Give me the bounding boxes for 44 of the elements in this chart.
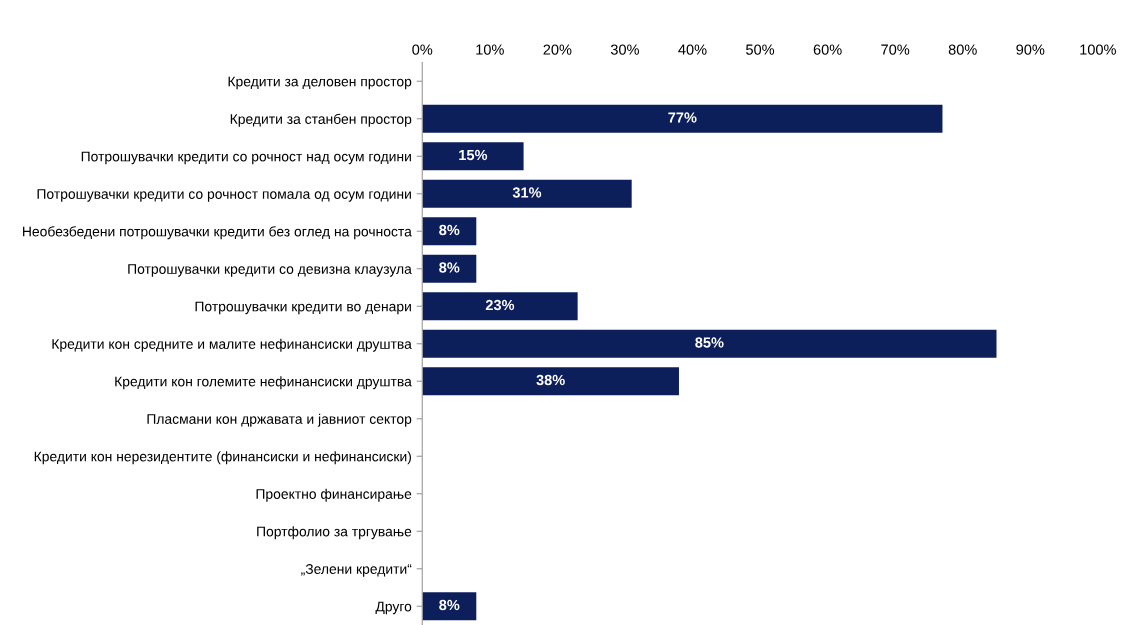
y-tick-label: Потрошувачки кредити во денари: [195, 301, 411, 315]
bar: [422, 104, 943, 133]
data-label: 38%: [536, 374, 565, 386]
y-tick-label: Кредити за деловен простор: [228, 76, 412, 90]
y-tick-label: Пласмани кон државата и јавниот сектор: [147, 413, 412, 427]
bar: [422, 179, 632, 208]
data-label: 77%: [668, 112, 697, 123]
data-label: 15%: [459, 149, 488, 161]
y-tick-label: Кредити кон големите нефинансиски друштва: [115, 376, 412, 390]
bar: [422, 217, 477, 246]
x-tick-label: 10%: [476, 44, 504, 55]
y-tick-label: Проектно финансирање: [256, 488, 412, 502]
bar: [422, 329, 997, 358]
data-label: 8%: [439, 224, 460, 236]
x-tick-label: 100%: [1080, 44, 1116, 55]
x-tick-label: 40%: [678, 44, 707, 55]
bar: [422, 292, 578, 321]
bar: [422, 367, 679, 396]
x-tick-label: 60%: [813, 44, 842, 55]
bar: [422, 592, 477, 621]
y-tick-label: Кредити кон средните и малите нефинансиски друштва: [52, 338, 412, 352]
data-label: 8%: [439, 599, 460, 611]
data-label: 8%: [439, 262, 460, 273]
x-tick-label: 0%: [412, 44, 433, 55]
y-tick-label: Кредити кон нерезидентите (финансиски и нефинансиски): [34, 451, 411, 465]
x-tick-label: 70%: [881, 44, 910, 55]
y-tick-label: Кредити за станбен простор: [230, 113, 412, 127]
y-tick-label: Друго: [375, 601, 412, 615]
y-tick-label: Потрошувачки кредити со рочност помала од осум години: [37, 189, 411, 202]
x-tick-label: 80%: [948, 44, 977, 55]
y-tick-label: Необезбедени потрошувачки кредити без оглед на рочноста: [23, 226, 412, 240]
x-tick-label: 90%: [1016, 44, 1045, 55]
y-tick-label: Потрошувачки кредити со девизна клаузула: [128, 264, 412, 277]
bar: [422, 254, 477, 283]
y-tick-label: Портфолио за тргување: [257, 526, 412, 540]
y-tick-label: „Зелени кредити“: [301, 564, 412, 577]
y-tick-label: Потрошувачки кредити со рочност над осум години: [81, 151, 411, 165]
x-tick-label: 50%: [746, 44, 775, 55]
data-label: 31%: [512, 187, 542, 198]
bar: [422, 142, 524, 171]
data-label: 85%: [695, 337, 724, 348]
data-label: 23%: [485, 299, 515, 311]
x-tick-label: 30%: [610, 44, 640, 55]
x-tick-label: 20%: [543, 44, 572, 55]
